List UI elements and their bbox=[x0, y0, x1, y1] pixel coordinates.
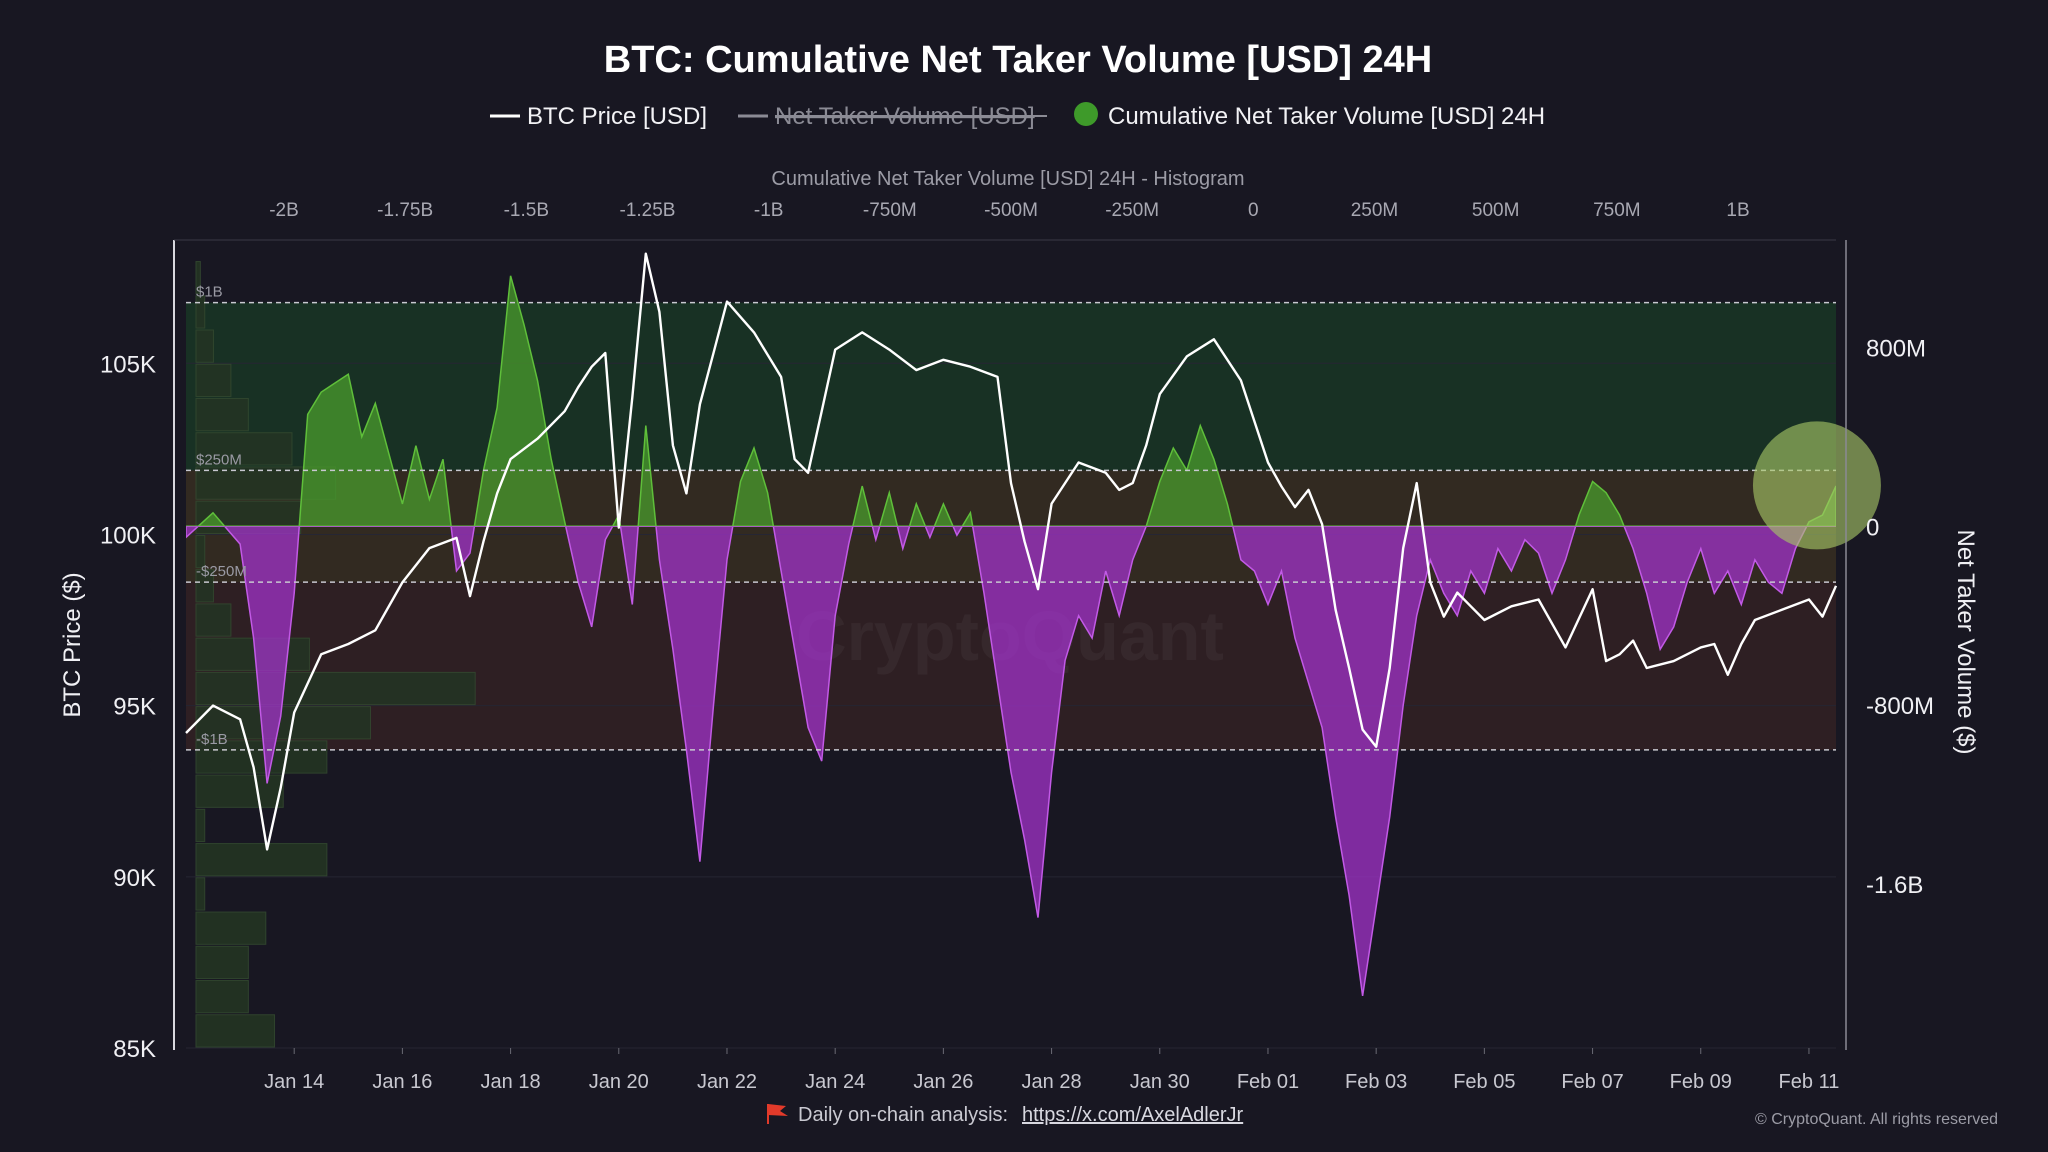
left-tick-label: 105K bbox=[100, 351, 156, 378]
x-tick-label: Jan 18 bbox=[481, 1071, 541, 1093]
x-tick-label: Jan 28 bbox=[1022, 1071, 1082, 1093]
x-tick-label: Jan 14 bbox=[264, 1071, 324, 1093]
x-tick-label: Feb 03 bbox=[1345, 1071, 1407, 1093]
left-tick-label: 85K bbox=[113, 1036, 156, 1063]
histogram-tick-label: 0 bbox=[1248, 200, 1259, 221]
flag-icon bbox=[767, 1104, 788, 1124]
x-tick-label: Jan 22 bbox=[697, 1071, 757, 1093]
x-tick-label: Jan 30 bbox=[1130, 1071, 1190, 1093]
histogram-tick-label: -1.25B bbox=[620, 200, 676, 221]
x-tick-label: Jan 20 bbox=[589, 1071, 649, 1093]
x-tick-label: Feb 09 bbox=[1670, 1071, 1732, 1093]
histogram-bar bbox=[195, 603, 232, 637]
threshold-label: -$250M bbox=[196, 563, 247, 580]
right-tick-label: -1.6B bbox=[1866, 872, 1923, 899]
histogram-tick-label: 1B bbox=[1726, 200, 1749, 221]
highlight bbox=[1752, 421, 1881, 550]
x-tick-label: Jan 16 bbox=[372, 1071, 432, 1093]
legend-label-price: BTC Price [USD] bbox=[527, 103, 707, 130]
x-tick-label: Feb 01 bbox=[1237, 1071, 1299, 1093]
price-line bbox=[185, 252, 1838, 851]
histogram-bar bbox=[195, 534, 206, 569]
footer-text: Daily on-chain analysis: bbox=[798, 1104, 1008, 1126]
cumulative-area bbox=[186, 275, 1836, 997]
legend: BTC Price [USD] Net Taker Volume [USD] C… bbox=[490, 102, 1545, 130]
x-tick-label: Jan 26 bbox=[913, 1071, 973, 1093]
left-axis-label: BTC Price ($) bbox=[59, 572, 86, 717]
legend-item-cumulative[interactable]: Cumulative Net Taker Volume [USD] 24H bbox=[1074, 102, 1545, 130]
threshold-label: $250M bbox=[196, 451, 242, 468]
histogram-tick-label: -250M bbox=[1105, 200, 1159, 221]
histogram-bar bbox=[195, 911, 267, 945]
chart-title: BTC: Cumulative Net Taker Volume [USD] 2… bbox=[604, 39, 1432, 81]
cumulative-area-negative bbox=[186, 526, 1836, 997]
histogram-bar bbox=[195, 808, 206, 843]
histogram-tick-label: -1.5B bbox=[504, 200, 549, 221]
threshold-label: $1B bbox=[196, 284, 223, 301]
x-tick-label: Feb 11 bbox=[1779, 1071, 1840, 1093]
left-tick-label: 95K bbox=[113, 694, 156, 721]
band-upper bbox=[186, 302, 1836, 471]
histogram-bar bbox=[195, 774, 284, 808]
histogram-bar bbox=[195, 945, 249, 980]
histogram-tick-label: 250M bbox=[1351, 200, 1399, 221]
copyright: © CryptoQuant. All rights reserved bbox=[1755, 1111, 1998, 1128]
histogram-tick-label: -750M bbox=[863, 200, 917, 221]
histogram-bar bbox=[195, 671, 476, 706]
left-axis: 85K 90K 95K 100K 105K bbox=[100, 351, 156, 1063]
histogram-bar bbox=[195, 980, 249, 1014]
histogram-bar bbox=[195, 363, 232, 397]
histogram-bar bbox=[195, 637, 310, 671]
right-tick-label: -800M bbox=[1866, 693, 1934, 720]
histogram-bar bbox=[195, 740, 328, 774]
histogram-axis: -2B -1.75B -1.5B -1.25B -1B -750M -500M -250M 0 2… bbox=[269, 200, 1749, 221]
right-tick-label: 800M bbox=[1866, 335, 1926, 362]
histogram-tick-label: -1.75B bbox=[377, 200, 433, 221]
histogram-tick-label: -1B bbox=[754, 200, 784, 221]
legend-dot-cumulative bbox=[1074, 102, 1098, 126]
histogram-bar bbox=[195, 1014, 276, 1048]
x-tick-label: Feb 07 bbox=[1561, 1071, 1623, 1093]
histogram-bar bbox=[195, 397, 249, 432]
left-tick-label: 90K bbox=[113, 865, 156, 892]
x-tick-label: Feb 05 bbox=[1453, 1071, 1515, 1093]
price-series bbox=[185, 252, 1838, 851]
histogram-bars bbox=[195, 261, 476, 1048]
legend-item-net-taker[interactable]: Net Taker Volume [USD] bbox=[738, 103, 1047, 130]
histogram-bar bbox=[195, 329, 214, 363]
histogram-axis-title: Cumulative Net Taker Volume [USD] 24H - … bbox=[771, 168, 1244, 190]
threshold-lines: $1B $250M -$250M -$1B bbox=[186, 284, 1836, 751]
legend-item-price[interactable]: BTC Price [USD] bbox=[490, 103, 707, 130]
histogram-tick-label: 500M bbox=[1472, 200, 1520, 221]
highlight-circle bbox=[1752, 421, 1881, 550]
footer-link[interactable]: https://x.com/AxelAdlerJr bbox=[1022, 1104, 1244, 1126]
histogram-bar bbox=[195, 261, 201, 295]
histogram-bar bbox=[195, 877, 206, 911]
histogram-tick-label: -500M bbox=[984, 200, 1038, 221]
footer: Daily on-chain analysis: https://x.com/A… bbox=[767, 1104, 1998, 1128]
x-tick-label: Jan 24 bbox=[805, 1071, 865, 1093]
right-axis-label: Net Taker Volume ($) bbox=[1952, 530, 1979, 755]
histogram-bar bbox=[195, 295, 206, 329]
histogram-bar bbox=[195, 569, 214, 603]
histogram-bar bbox=[195, 432, 293, 466]
histogram-tick-label: 750M bbox=[1593, 200, 1641, 221]
left-tick-label: 100K bbox=[100, 522, 156, 549]
right-axis: 800M 0 -800M -1.6B bbox=[1866, 335, 1934, 899]
right-tick-label: 0 bbox=[1866, 514, 1879, 541]
histogram-tick-label: -2B bbox=[269, 200, 299, 221]
cumulative-area-positive bbox=[186, 275, 1836, 527]
legend-label-cumulative: Cumulative Net Taker Volume [USD] 24H bbox=[1108, 103, 1545, 130]
histogram-bar bbox=[195, 843, 328, 877]
threshold-label: -$1B bbox=[196, 731, 228, 748]
x-axis: Jan 14 Jan 16 Jan 18 Jan 20 Jan 22 Jan 24 Jan … bbox=[264, 1048, 1839, 1093]
